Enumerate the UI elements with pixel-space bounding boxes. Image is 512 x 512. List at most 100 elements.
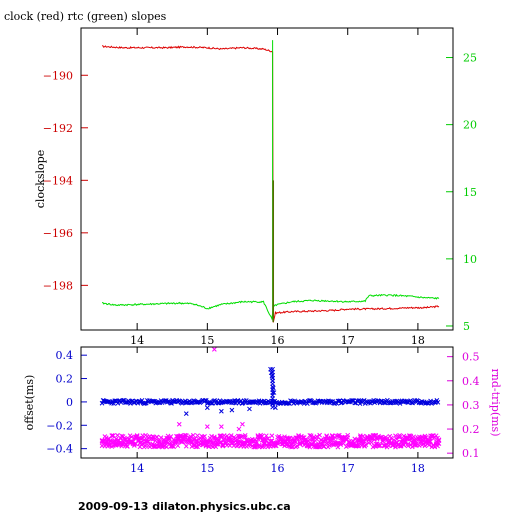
rndtrip-point	[397, 443, 403, 449]
rndtrip-point	[426, 438, 432, 444]
offset-outlier	[219, 408, 224, 414]
offset-point	[369, 399, 374, 405]
rndtrip-point	[329, 434, 335, 439]
rndtrip-point	[402, 439, 408, 445]
y-tick-label-right: 5	[463, 320, 470, 333]
top-panel-ylabel: clockslope	[34, 150, 47, 208]
rndtrip-point	[249, 438, 255, 444]
bottom-panel-frame	[80, 346, 454, 459]
offset-outlier	[271, 390, 277, 395]
rndtrip-point	[422, 435, 428, 441]
offset-outlier	[247, 406, 252, 412]
rndtrip-point	[190, 442, 196, 448]
rndtrip-point	[432, 444, 438, 450]
y-tick-label-left: −0.4	[46, 443, 73, 456]
rndtrip-outlier	[212, 347, 217, 352]
rndtrip-point	[162, 439, 168, 445]
rndtrip-point	[388, 435, 394, 441]
rndtrip-point	[363, 442, 369, 448]
rndtrip-point	[381, 443, 387, 449]
rndtrip-point	[161, 443, 167, 449]
rndtrip-point	[355, 440, 360, 446]
x-tick-label: 14	[130, 462, 144, 475]
rndtrip-point	[105, 436, 111, 442]
rndtrip-point	[183, 443, 189, 449]
rndtrip-point	[376, 443, 381, 449]
x-tick-label: 18	[411, 334, 425, 347]
rndtrip-point	[228, 433, 234, 438]
x-tick-label: 16	[271, 334, 285, 347]
rndtrip-point	[324, 434, 330, 439]
rndtrip-outlier	[176, 421, 182, 427]
bottom-panel-tick-labels: 14 15 16 17 18 0.4 0.2 0 −0.2 −0.4 0.5 0.4 0.3 0.2 0.1	[46, 349, 479, 475]
y-tick-label-left: −196	[43, 227, 73, 240]
x-tick-label: 16	[271, 462, 285, 475]
x-tick-label: 15	[200, 462, 214, 475]
rndtrip-point	[377, 443, 383, 449]
rndtrip-point	[214, 441, 220, 447]
rndtrip-point	[393, 433, 398, 439]
rndtrip-point	[182, 432, 188, 438]
bottom-panel-series	[99, 347, 442, 450]
rndtrip-point	[317, 432, 322, 438]
rndtrip-point	[193, 440, 199, 446]
rndtrip-point	[193, 444, 199, 450]
rndtrip-point	[401, 442, 407, 448]
offset-spike-point	[270, 404, 275, 410]
y-tick-label-right: 0.1	[462, 447, 480, 460]
x-tick-label: 17	[341, 462, 355, 475]
rndtrip-point	[308, 433, 314, 439]
bottom-panel-ticks	[81, 347, 453, 458]
y-tick-label-left: 0.2	[56, 373, 74, 386]
rndtrip-point	[297, 441, 303, 446]
chart-title: clock (red) rtc (green) slopes	[4, 10, 167, 23]
rndtrip-point	[158, 435, 164, 440]
rndtrip-point	[303, 437, 308, 442]
rndtrip-point	[119, 441, 125, 447]
offset-point	[111, 401, 116, 406]
rtc-series-line	[102, 293, 440, 321]
rndtrip-point	[129, 434, 134, 440]
rndtrip-point	[261, 444, 266, 449]
offset-point	[142, 400, 148, 406]
clock-series-line	[102, 45, 440, 323]
rndtrip-point	[151, 444, 157, 450]
y-tick-label-left: −0.2	[46, 419, 73, 432]
y-tick-label-right: 25	[463, 52, 477, 65]
x-tick-label: 17	[341, 334, 355, 347]
rndtrip-point	[238, 434, 244, 440]
rndtrip-point	[268, 438, 273, 444]
y-tick-label-right: 0.4	[462, 375, 480, 388]
rndtrip-point	[397, 433, 403, 438]
rndtrip-point	[175, 443, 181, 449]
rndtrip-point	[329, 433, 335, 438]
rndtrip-point	[436, 437, 442, 443]
bottom-panel-ylabel: offset(ms)	[23, 375, 36, 431]
footer-text: 2009-09-13 dilaton.physics.ubc.ca	[78, 500, 291, 512]
bottom-panel: 14 15 16 17 18 0.4 0.2 0 −0.2 −0.4 0.5 0.4 0.3 0.2 0.1…	[23, 346, 502, 475]
y-tick-label-left: −190	[43, 69, 73, 82]
rndtrip-point	[322, 437, 328, 443]
rndtrip-point	[131, 441, 137, 447]
y-tick-label-right: 0.5	[462, 351, 480, 364]
rndtrip-point	[435, 440, 440, 446]
rndtrip-point	[157, 438, 162, 444]
rndtrip-point	[429, 433, 435, 439]
rndtrip-point	[108, 438, 113, 443]
rndtrip-point	[109, 433, 115, 438]
top-panel-ticks	[81, 28, 453, 330]
rndtrip-point	[212, 434, 217, 440]
rndtrip-point	[391, 441, 397, 447]
rndtrip-point	[407, 437, 412, 442]
top-panel: 14 15 16 17 18−190−192−194−196−198510152025 …	[34, 27, 477, 347]
rndtrip-point	[345, 432, 351, 438]
y-tick-label-right: 0.2	[462, 423, 480, 436]
y-tick-label-right: 20	[463, 119, 477, 132]
rndtrip-point	[167, 437, 172, 442]
rndtrip-point	[422, 443, 428, 449]
rndtrip-point	[436, 438, 442, 443]
rndtrip-point	[374, 436, 380, 442]
y-tick-label-left: 0	[66, 396, 73, 409]
rndtrip-point	[210, 440, 216, 445]
rndtrip-point	[119, 433, 125, 439]
